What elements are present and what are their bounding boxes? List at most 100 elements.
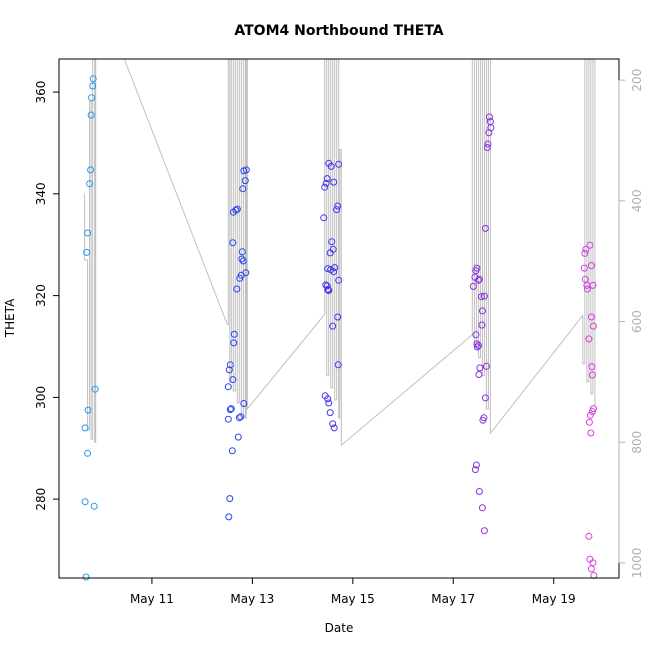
data-point (229, 376, 237, 384)
data-point (89, 75, 97, 83)
data-point (472, 331, 480, 339)
data-point (324, 265, 332, 273)
data-point (476, 364, 484, 372)
data-point (90, 502, 98, 510)
data-point (581, 249, 589, 257)
data-point (324, 395, 332, 403)
data-point (480, 414, 488, 422)
data-point (471, 466, 479, 474)
y-axis-label: THETA (3, 298, 17, 338)
pressure-trace-layer (84, 58, 596, 447)
x-axis: May 11 May 13 May 15 May 17 May 19 (130, 577, 576, 606)
data-point (325, 399, 333, 407)
data-point (334, 361, 342, 369)
data-point (238, 248, 246, 256)
data-point (472, 461, 480, 469)
data-point (323, 175, 331, 183)
data-point (481, 224, 489, 232)
x-axis-label: Date (325, 621, 354, 635)
data-point (482, 362, 490, 370)
data-point (475, 488, 483, 495)
data-point (582, 245, 590, 253)
data-point (477, 293, 485, 301)
x-tick-label: May 11 (130, 592, 174, 606)
x-tick-label: May 19 (532, 592, 576, 606)
data-point (585, 418, 593, 426)
x-tick-label: May 15 (331, 592, 375, 606)
data-point (230, 330, 238, 338)
data-point (89, 82, 97, 90)
data-point (473, 340, 481, 348)
data-point (480, 527, 488, 535)
data-point (87, 166, 95, 174)
data-point (469, 282, 477, 290)
data-point (474, 276, 482, 284)
data-point (478, 321, 486, 329)
data-point (91, 385, 99, 393)
data-point (323, 282, 331, 290)
data-point (224, 415, 232, 423)
data-point (580, 264, 588, 272)
data-point (229, 239, 237, 247)
y2-tick-label: 1000 (630, 548, 644, 579)
y2-axis: 200 400 600 800 1000 (618, 69, 644, 579)
data-point (587, 429, 595, 437)
data-point (587, 262, 595, 270)
data-point (588, 363, 596, 371)
y-tick-label: 280 (34, 488, 48, 511)
chart-title: ATOM4 Northbound THETA (234, 23, 443, 39)
y-tick-label: 300 (34, 386, 48, 409)
data-point (326, 409, 334, 417)
y-tick-label: 320 (34, 284, 48, 307)
data-point (333, 206, 341, 214)
data-point (589, 322, 597, 330)
y-tick-label: 360 (34, 81, 48, 104)
data-point (485, 113, 493, 121)
data-point (224, 383, 232, 391)
data-point (583, 285, 591, 293)
data-point (475, 275, 483, 283)
data-point (84, 229, 92, 237)
data-point (329, 322, 337, 330)
data-point (586, 241, 594, 249)
y-axis: 280 300 320 340 360 (34, 81, 60, 511)
data-point (228, 447, 236, 455)
data-point (330, 424, 338, 432)
data-point (87, 111, 95, 119)
data-point (83, 248, 91, 256)
y2-tick-label: 600 (630, 310, 644, 333)
data-point (335, 276, 343, 284)
data-point (327, 162, 335, 170)
data-point (230, 339, 238, 347)
data-point (481, 394, 489, 402)
data-point (322, 179, 330, 187)
data-point (241, 177, 249, 185)
data-point (587, 313, 595, 321)
data-point (586, 411, 594, 419)
data-point (81, 498, 89, 506)
data-point (238, 255, 246, 263)
data-points-layer (81, 75, 598, 581)
data-point (487, 124, 495, 132)
data-point (585, 532, 593, 540)
x-tick-label: May 13 (230, 592, 274, 606)
data-point (232, 206, 240, 214)
data-point (330, 178, 338, 186)
data-point (589, 405, 597, 413)
data-point (589, 281, 597, 289)
data-point (225, 513, 233, 521)
data-point (235, 414, 243, 422)
data-point (588, 408, 596, 416)
data-point (321, 183, 329, 191)
x-tick-label: May 17 (431, 592, 475, 606)
data-point (328, 238, 336, 246)
data-point (86, 180, 94, 188)
data-point (324, 286, 332, 293)
data-point (82, 573, 90, 581)
data-point (331, 264, 339, 272)
data-point (233, 205, 241, 213)
data-point (226, 406, 234, 414)
data-point (335, 160, 343, 168)
data-point (226, 495, 234, 503)
